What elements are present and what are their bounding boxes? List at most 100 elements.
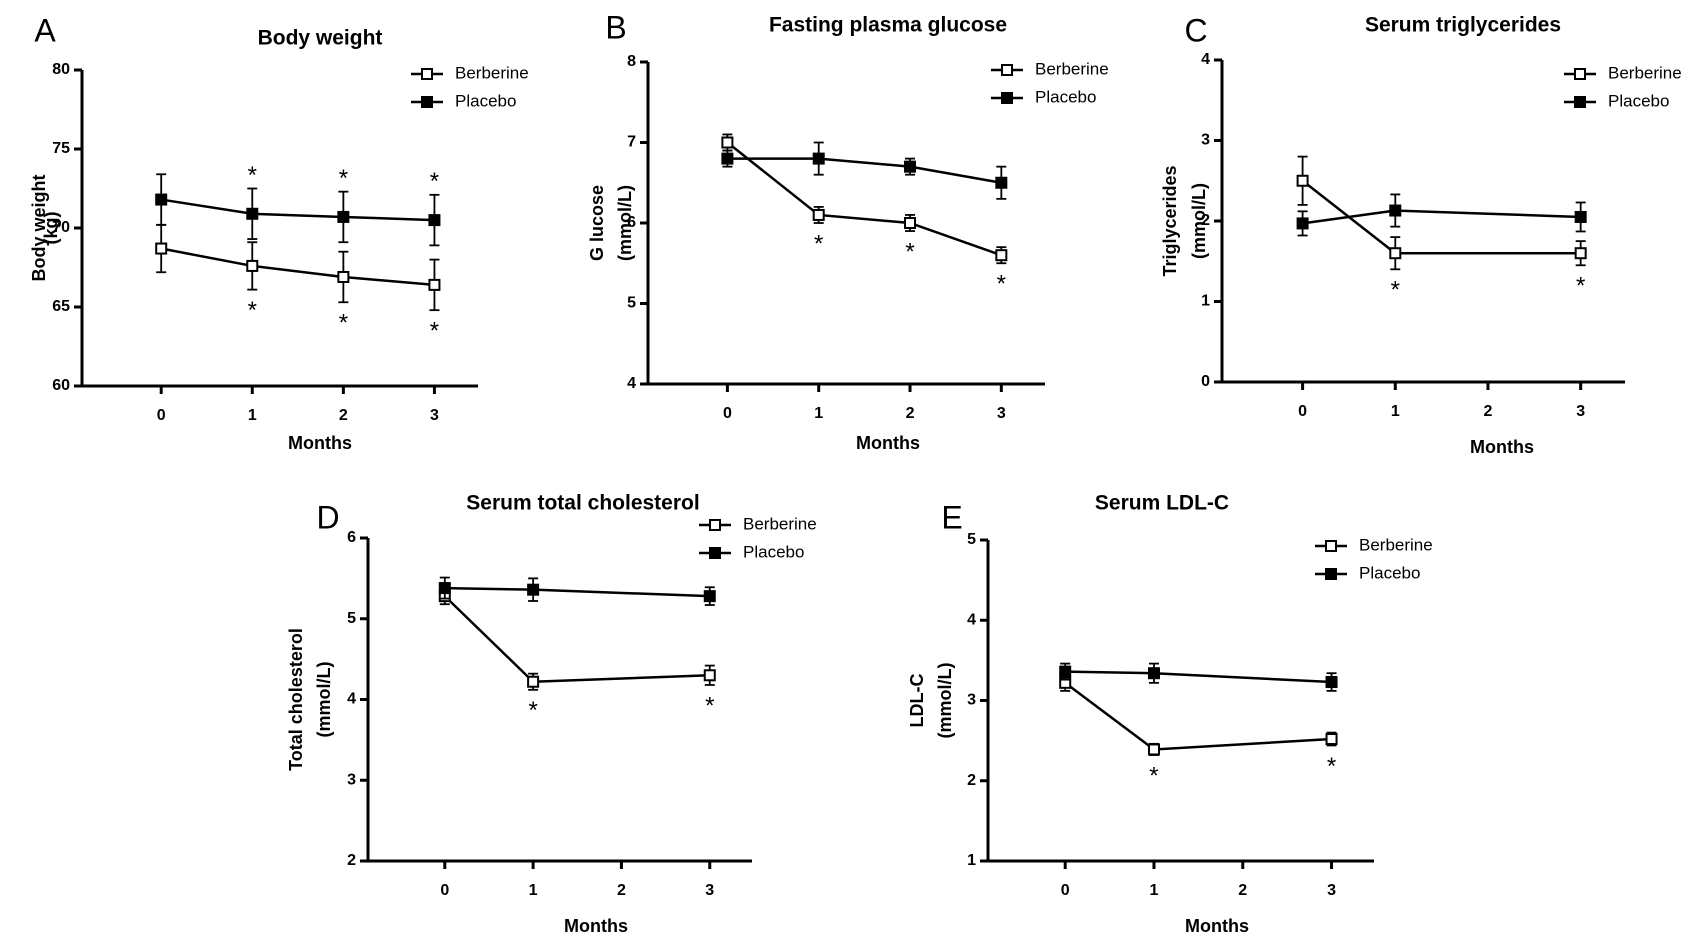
data-point [1147, 743, 1160, 756]
series-placebo: * * * [155, 162, 441, 247]
data-point [1325, 733, 1338, 746]
panel-letter: C [1184, 12, 1207, 48]
series-placebo [1059, 662, 1338, 692]
chart-title: Serum total cholesterol [466, 492, 699, 515]
x-tick-label: 0 [1298, 403, 1307, 420]
data-point [995, 176, 1008, 189]
y-tick-label: 60 [52, 377, 70, 394]
y-tick-label: 2 [967, 772, 976, 789]
significance-mark: * [997, 271, 1006, 298]
legend-item: Berberine [1315, 535, 1433, 554]
legend-marker [421, 96, 433, 108]
y-tick-label: 7 [627, 134, 636, 151]
x-tick-label: 3 [1576, 403, 1585, 420]
legend-marker [1001, 64, 1013, 76]
data-point [428, 214, 441, 227]
legend-label: Berberine [1035, 59, 1109, 78]
x-tick-label: 0 [157, 407, 166, 424]
data-point [1325, 676, 1338, 689]
data-point [904, 160, 917, 173]
y-axis-label: Total cholesterol [286, 628, 306, 771]
legend-label: Berberine [455, 63, 529, 82]
y-tick-label: 5 [967, 531, 976, 548]
panel-letter: E [941, 499, 962, 535]
significance-mark: * [339, 165, 348, 192]
data-point [428, 278, 441, 291]
data-point [812, 152, 825, 165]
y-tick-label: 6 [347, 529, 356, 546]
y-tick-label: 80 [52, 61, 70, 78]
x-tick-label: 1 [1391, 403, 1400, 420]
series-placebo [721, 141, 1008, 200]
data-point [246, 259, 259, 272]
data-point [155, 242, 168, 255]
legend-item: Placebo [991, 87, 1096, 106]
y-tick-label: 3 [967, 692, 976, 709]
legend-marker [1325, 568, 1337, 580]
data-point [703, 669, 716, 682]
legend-item: Berberine [411, 63, 529, 82]
data-point [721, 152, 734, 165]
legend-label: Placebo [455, 91, 516, 110]
y-axis-label: G lucose [587, 185, 607, 261]
data-point [337, 210, 350, 223]
y-tick-label: 4 [967, 611, 976, 628]
panel-b: B Fasting plasma glucose 4 5 6 7 8 0 1 2 3 Months G … [587, 9, 1109, 452]
legend-item: Berberine [1564, 63, 1682, 82]
x-tick-label: 2 [1484, 403, 1493, 420]
legend-label: Placebo [1035, 87, 1096, 106]
data-point [438, 582, 451, 595]
data-point [1389, 247, 1402, 260]
x-tick-label: 3 [705, 882, 714, 899]
legend-marker [1574, 96, 1586, 108]
y-tick-label: 4 [347, 691, 356, 708]
series-placebo [438, 576, 716, 606]
y-tick-label: 8 [627, 53, 636, 70]
y-tick-label: 6 [627, 214, 636, 231]
y-axis-label: Triglycerides [1160, 165, 1180, 276]
series-berberine: * * [1059, 673, 1338, 789]
data-point [246, 207, 259, 220]
y-tick-label: 3 [347, 771, 356, 788]
y-axis-label: (mmol/L) [935, 663, 955, 739]
data-point [337, 270, 350, 283]
data-point [1296, 217, 1309, 230]
data-point [1574, 247, 1587, 260]
legend-label: Berberine [1359, 535, 1433, 554]
data-point [1147, 667, 1160, 680]
significance-mark: * [1149, 762, 1158, 789]
x-tick-label: 3 [1327, 882, 1336, 899]
x-tick-label: 1 [248, 407, 257, 424]
series-line [444, 586, 710, 598]
y-tick-label: 1 [1201, 293, 1210, 310]
significance-mark: * [814, 230, 823, 257]
significance-mark: * [1391, 277, 1400, 304]
legend-label: Placebo [743, 542, 804, 561]
x-tick-label: 2 [1238, 882, 1247, 899]
y-axis-label: (mmol/L) [314, 662, 334, 738]
legend-marker [421, 68, 433, 80]
y-tick-label: 70 [52, 219, 70, 236]
data-point [527, 675, 540, 688]
legend-item: Berberine [699, 514, 817, 533]
panel-e: E Serum LDL-C 1 2 3 4 5 0 1 2 3 Months LDL-C (mmol/L)… [907, 492, 1433, 936]
y-axis-label: Body weight [29, 174, 49, 281]
significance-mark: * [430, 318, 439, 345]
chart-title: Body weight [258, 27, 383, 50]
series-line [160, 247, 435, 287]
y-tick-label: 1 [967, 852, 976, 869]
x-axis-label: Months [564, 916, 628, 936]
x-axis-label: Months [288, 433, 352, 453]
significance-mark: * [248, 297, 257, 324]
significance-mark: * [430, 168, 439, 195]
y-tick-label: 0 [1201, 373, 1210, 390]
y-axis-label: (mmol/L) [1189, 183, 1209, 259]
legend-marker [709, 519, 721, 531]
x-tick-label: 1 [529, 882, 538, 899]
data-point [703, 590, 716, 603]
legend-label: Placebo [1608, 91, 1669, 110]
panel-d: D Serum total cholesterol 2 3 4 5 6 0 1 2 3 Months T… [286, 492, 817, 936]
series-line [1065, 670, 1332, 684]
series-berberine: * * * [155, 223, 441, 345]
